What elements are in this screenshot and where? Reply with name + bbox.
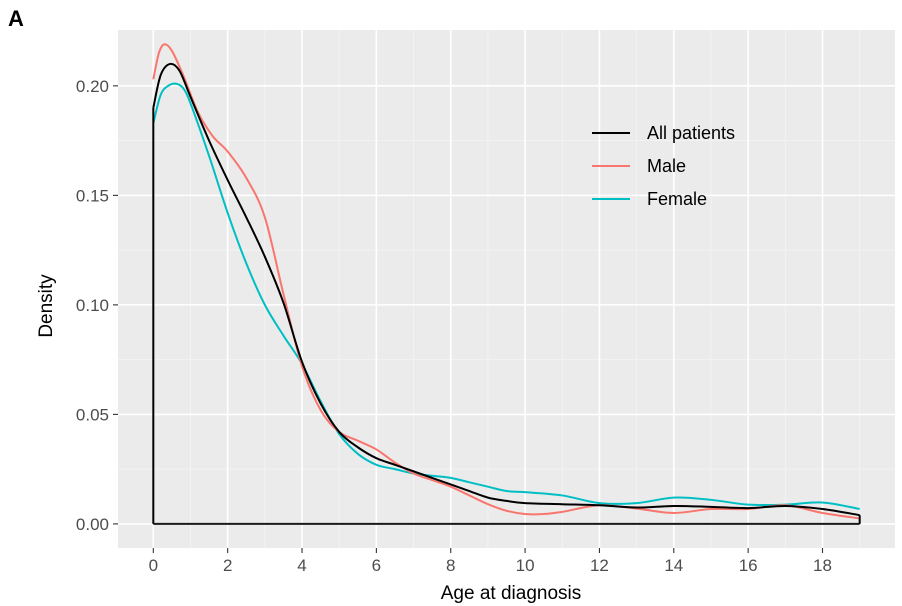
y-tick-label: 0.00 <box>76 515 109 534</box>
x-tick-label: 10 <box>516 556 535 575</box>
y-tick-label: 0.10 <box>76 296 109 315</box>
legend: All patients Male Female <box>592 123 735 209</box>
plot-area <box>118 30 895 548</box>
x-tick-label: 16 <box>739 556 758 575</box>
density-curve-all-patients <box>152 62 860 517</box>
y-tick-label: 0.05 <box>76 405 109 424</box>
x-tick-label: 12 <box>590 556 609 575</box>
x-tick-label: 8 <box>446 556 455 575</box>
y-tick-label: 0.20 <box>76 77 109 96</box>
x-tick-label: 2 <box>223 556 232 575</box>
x-tick-label: 0 <box>149 556 158 575</box>
x-axis-title: Age at diagnosis <box>441 583 582 604</box>
axes: 0 2 4 6 8 10 12 14 16 18 0.00 0.05 0.10 0.15 0.20 <box>76 77 832 575</box>
x-tick-label: 4 <box>297 556 306 575</box>
plot-background <box>118 30 895 548</box>
x-tick-label: 6 <box>372 556 381 575</box>
legend-label-male: Male <box>647 156 686 176</box>
y-axis-title: Density <box>36 274 57 338</box>
legend-label-female: Female <box>647 189 707 209</box>
x-tick-label: 18 <box>813 556 832 575</box>
y-tick-label: 0.15 <box>76 186 109 205</box>
x-tick-label: 14 <box>664 556 683 575</box>
density-curve-female <box>152 82 860 510</box>
legend-label-all-patients: All patients <box>647 123 735 143</box>
panel-label: A <box>8 6 24 31</box>
